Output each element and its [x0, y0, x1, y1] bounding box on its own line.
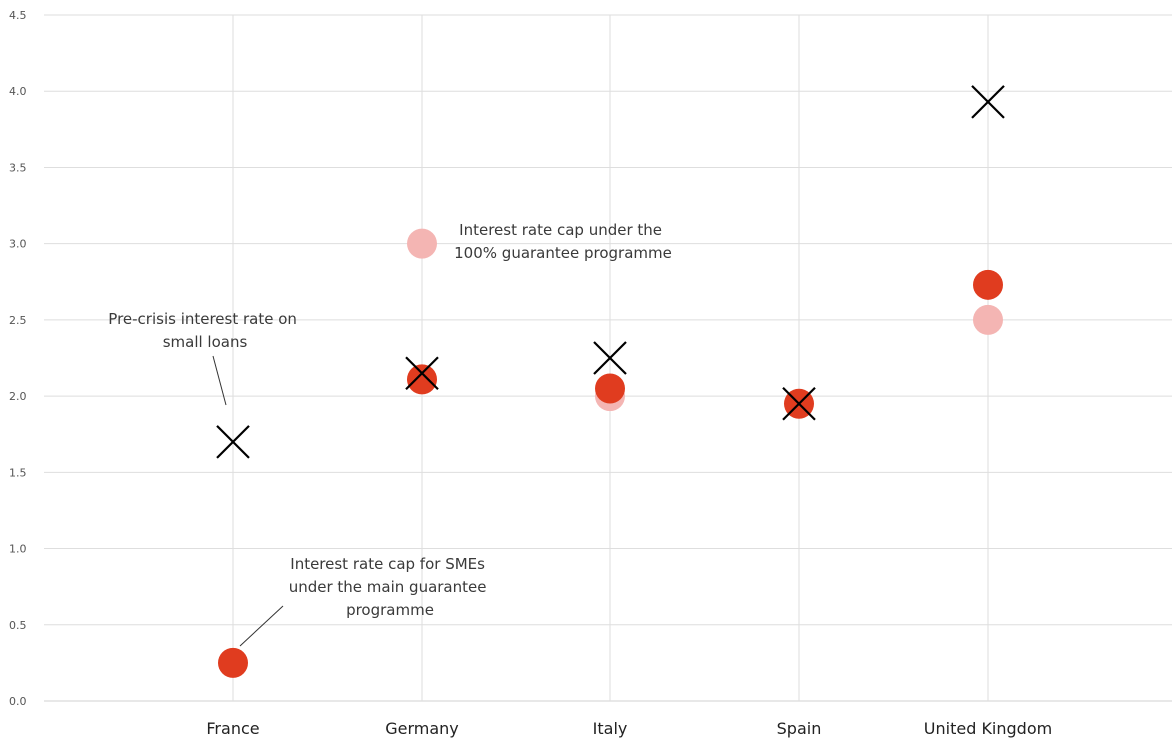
cross-stroke: [216, 425, 250, 459]
x-tick-label: France: [206, 719, 259, 738]
point-pre-crisis: [216, 425, 250, 459]
annotation-full-cap-line-1: Interest rate cap under the: [459, 221, 662, 239]
cross-stroke: [971, 85, 1005, 119]
y-tick-label: 3.5: [9, 161, 27, 174]
annotation-pre-crisis: Pre-crisis interest rate on small loans: [108, 310, 301, 351]
point-main-cap: [595, 373, 625, 404]
point-pre-crisis: [405, 356, 439, 391]
y-tick-label: 4.5: [9, 9, 27, 22]
point-main-cap: [973, 269, 1003, 300]
y-tick-label: 3.0: [9, 238, 27, 251]
y-tick-label: 1.5: [9, 466, 27, 479]
annotation-pre-crisis-line-1: Pre-crisis interest rate on: [108, 310, 297, 328]
x-axis-ticks: France Germany Italy Spain United Kingdom: [206, 719, 1052, 738]
cross-stroke: [782, 386, 816, 421]
annotations: Pre-crisis interest rate on small loans …: [108, 221, 672, 647]
annotation-leader-pre-crisis: [212, 355, 227, 406]
point-pre-crisis: [971, 85, 1005, 119]
x-tick-label: Germany: [385, 719, 459, 738]
y-tick-label: 0.0: [9, 695, 27, 708]
point-full-cap: [973, 304, 1003, 335]
x-tick-label: United Kingdom: [924, 719, 1052, 738]
x-tick-label: Italy: [593, 719, 628, 738]
y-tick-label: 0.5: [9, 619, 27, 632]
annotation-pre-crisis-line-2: small loans: [163, 333, 248, 351]
point-pre-crisis: [593, 341, 627, 375]
point-main-cap: [407, 364, 437, 395]
y-tick-label: 1.0: [9, 543, 27, 556]
annotation-main-cap-line-1: Interest rate cap for SMEs: [290, 555, 485, 573]
point-full-cap: [407, 228, 437, 259]
data-points: [216, 85, 1005, 678]
point-main-cap: [218, 647, 248, 678]
annotation-full-cap-line-2: 100% guarantee programme: [454, 244, 672, 262]
cross-stroke: [593, 341, 627, 375]
annotation-main-cap-line-2: under the main guarantee: [289, 578, 487, 596]
annotation-leader-main-cap: [239, 605, 284, 647]
cross-stroke: [405, 356, 439, 391]
annotation-main-cap-line-3: programme: [346, 601, 434, 619]
y-tick-label: 2.0: [9, 390, 27, 403]
y-tick-label: 2.5: [9, 314, 27, 327]
annotation-full-cap: Interest rate cap under the 100% guarant…: [454, 221, 672, 262]
y-tick-label: 4.0: [9, 85, 27, 98]
point-pre-crisis: [782, 386, 816, 421]
annotation-main-cap: Interest rate cap for SMEs under the mai…: [289, 555, 492, 619]
x-tick-label: Spain: [777, 719, 822, 738]
y-axis-ticks: 0.0 0.5 1.0 1.5 2.0 2.5 3.0 3.5 4.0 4.5: [9, 9, 27, 708]
